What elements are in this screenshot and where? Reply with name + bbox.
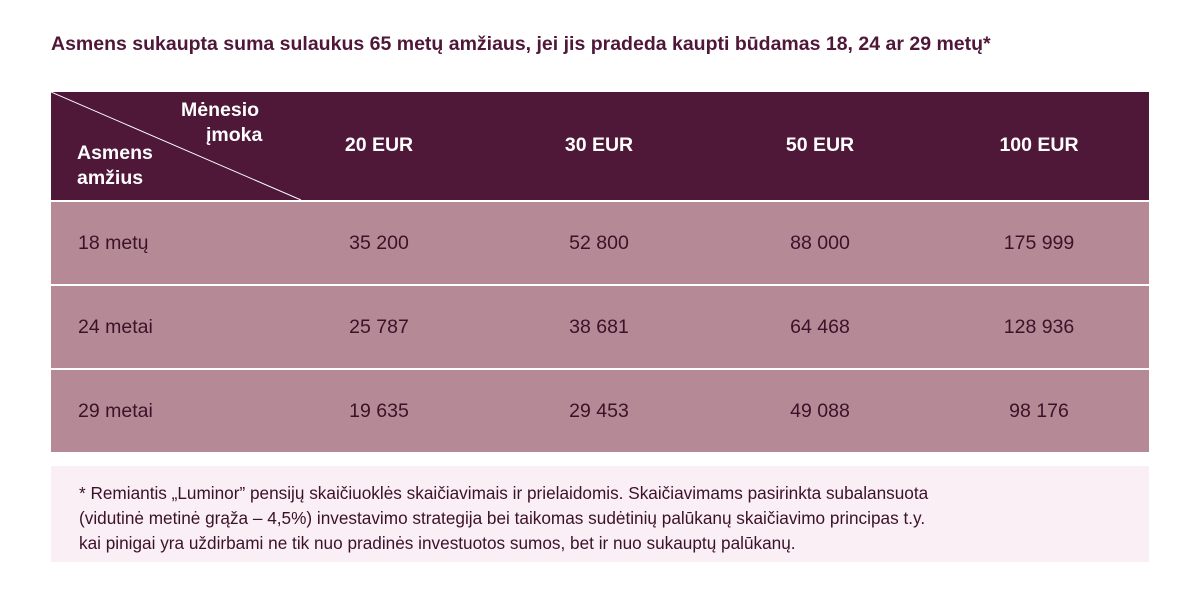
table-row-24: 24 metai 25 787 38 681 64 468 128 936 xyxy=(51,286,1149,368)
table-cell: 64 468 xyxy=(790,316,850,338)
table-cell: 29 453 xyxy=(569,400,629,422)
table-row-18: 18 metų 35 200 52 800 88 000 175 999 xyxy=(51,202,1149,284)
column-header-30-eur: 30 EUR xyxy=(564,134,634,156)
table-cell: 98 176 xyxy=(1009,400,1069,422)
table-cell: 35 200 xyxy=(349,232,409,254)
table-row-29: 29 metai 19 635 29 453 49 088 98 176 xyxy=(51,370,1149,452)
row-label: 29 metai xyxy=(78,400,153,422)
table-cell: 128 936 xyxy=(1003,316,1075,338)
corner-row-axis-line-2: amžius xyxy=(77,167,144,189)
column-header-20-eur: 20 EUR xyxy=(344,134,414,156)
corner-column-axis-label: Mėnesio įmoka xyxy=(181,98,262,148)
footnote-line-3: kai pinigai yra uždirbami ne tik nuo pra… xyxy=(79,533,796,553)
chart-title: Asmens sukaupta suma sulaukus 65 metų am… xyxy=(51,33,991,55)
table-cell: 25 787 xyxy=(349,316,409,338)
corner-row-axis-label: Asmens amžius xyxy=(77,141,153,191)
table-cell: 175 999 xyxy=(1003,232,1075,254)
table-header: Mėnesio įmoka Asmens amžius 20 EUR 30 EU… xyxy=(51,92,1149,200)
corner-row-axis-line-1: Asmens xyxy=(77,142,153,164)
table-cell: 19 635 xyxy=(349,400,409,422)
corner-column-axis-line-1: Mėnesio xyxy=(181,99,260,121)
footnote-line-2: (vidutinė metinė grąža – 4,5%) investavi… xyxy=(79,508,926,528)
footnote-box: * Remiantis „Luminor” pensijų skaičiuokl… xyxy=(51,466,1149,562)
table-cell: 52 800 xyxy=(569,232,629,254)
table-cell: 88 000 xyxy=(790,232,850,254)
savings-table: Mėnesio įmoka Asmens amžius 20 EUR 30 EU… xyxy=(51,92,1149,452)
column-header-50-eur: 50 EUR xyxy=(785,134,855,156)
row-label: 24 metai xyxy=(78,316,153,338)
row-label: 18 metų xyxy=(78,232,149,254)
table-cell: 38 681 xyxy=(569,316,629,338)
corner-column-axis-line-2: įmoka xyxy=(206,124,263,146)
corner-diagonal-line xyxy=(51,92,302,200)
footnote-line-1: * Remiantis „Luminor” pensijų skaičiuokl… xyxy=(79,483,929,503)
column-header-100-eur: 100 EUR xyxy=(999,134,1079,156)
table-cell: 49 088 xyxy=(790,400,850,422)
footnote-text: * Remiantis „Luminor” pensijų skaičiuokl… xyxy=(79,481,1139,556)
